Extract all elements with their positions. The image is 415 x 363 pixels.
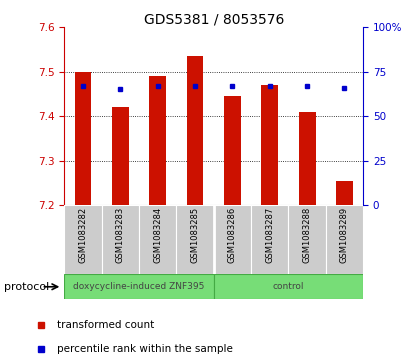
Bar [102,205,139,274]
Text: transformed count: transformed count [57,321,154,330]
Text: GSM1083286: GSM1083286 [228,207,237,264]
Bar [288,205,326,274]
Text: percentile rank within the sample: percentile rank within the sample [57,344,233,354]
Bar [75,72,91,205]
Text: GSM1083285: GSM1083285 [190,207,200,263]
Bar [214,205,251,274]
Text: protocol: protocol [4,282,49,292]
Text: GSM1083284: GSM1083284 [153,207,162,263]
Bar [149,76,166,205]
Bar [214,274,363,299]
Text: control: control [273,282,304,291]
Bar [64,205,102,274]
Bar [326,205,363,274]
Bar [139,205,176,274]
Bar [251,205,288,274]
Bar [224,96,241,205]
Bar [299,112,315,205]
Text: GSM1083283: GSM1083283 [116,207,125,264]
Text: GSM1083287: GSM1083287 [265,207,274,264]
Bar [336,181,353,205]
Title: GDS5381 / 8053576: GDS5381 / 8053576 [144,12,284,26]
Bar [64,274,214,299]
Bar [112,107,129,205]
Text: GSM1083282: GSM1083282 [78,207,88,263]
Text: GSM1083289: GSM1083289 [340,207,349,263]
Text: GSM1083288: GSM1083288 [303,207,312,264]
Bar [261,85,278,205]
Text: doxycycline-induced ZNF395: doxycycline-induced ZNF395 [73,282,205,291]
Bar [187,56,203,205]
Bar [176,205,214,274]
